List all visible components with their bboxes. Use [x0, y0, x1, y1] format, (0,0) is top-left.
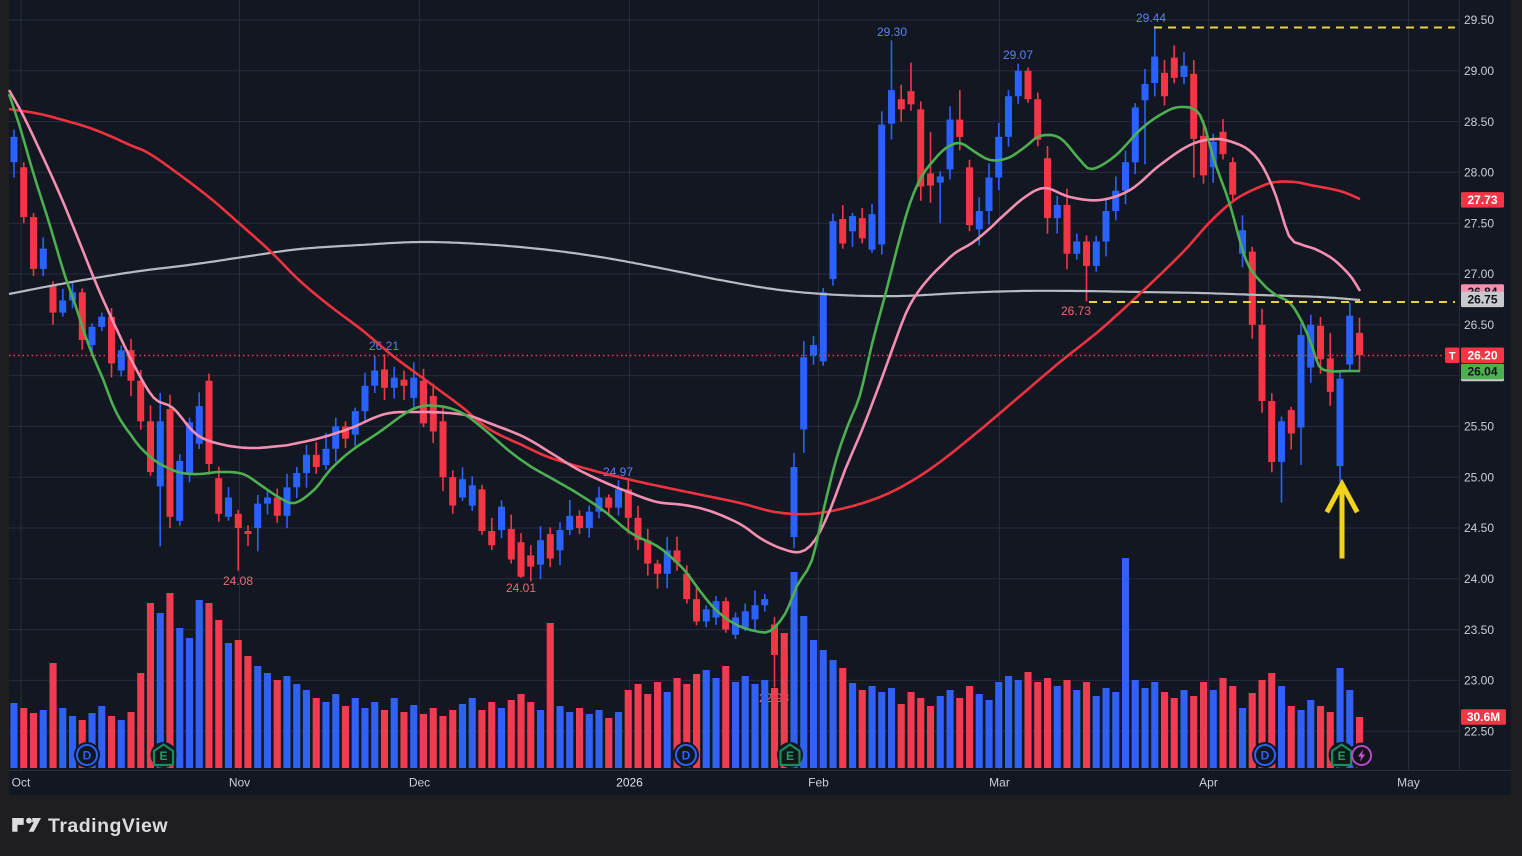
svg-text:23.50: 23.50	[1464, 623, 1494, 637]
svg-text:Nov: Nov	[229, 776, 250, 790]
svg-text:23.00: 23.00	[1464, 674, 1494, 688]
svg-text:Dec: Dec	[409, 776, 430, 790]
svg-text:30.6M: 30.6M	[1467, 710, 1500, 724]
svg-text:24.00: 24.00	[1464, 572, 1494, 586]
svg-text:Oct: Oct	[12, 776, 31, 790]
svg-text:29.30: 29.30	[877, 25, 907, 39]
svg-text:26.75: 26.75	[1467, 293, 1497, 307]
svg-text:27.73: 27.73	[1467, 193, 1497, 207]
svg-text:D: D	[1261, 749, 1270, 763]
svg-text:24.50: 24.50	[1464, 521, 1494, 535]
svg-text:D: D	[83, 749, 92, 763]
svg-text:Apr: Apr	[1199, 776, 1218, 790]
svg-text:24.08: 24.08	[223, 574, 253, 588]
svg-text:E: E	[159, 749, 167, 763]
svg-text:2026: 2026	[616, 776, 643, 790]
svg-text:29.50: 29.50	[1464, 13, 1494, 27]
svg-text:T: T	[1449, 351, 1456, 363]
svg-text:29.00: 29.00	[1464, 64, 1494, 78]
svg-text:27.00: 27.00	[1464, 267, 1494, 281]
svg-text:25.00: 25.00	[1464, 470, 1494, 484]
svg-text:29.07: 29.07	[1003, 48, 1033, 62]
svg-text:26.20: 26.20	[1467, 349, 1497, 363]
svg-text:27.50: 27.50	[1464, 216, 1494, 230]
svg-text:E: E	[786, 749, 794, 763]
svg-text:26.73: 26.73	[1061, 304, 1091, 318]
svg-text:29.44: 29.44	[1136, 11, 1166, 25]
svg-text:Mar: Mar	[989, 776, 1010, 790]
svg-text:26.04: 26.04	[1467, 365, 1497, 379]
svg-text:D: D	[682, 749, 691, 763]
svg-text:26.50: 26.50	[1464, 318, 1494, 332]
svg-text:22.50: 22.50	[1464, 724, 1494, 738]
svg-text:28.00: 28.00	[1464, 166, 1494, 180]
svg-text:E: E	[1338, 749, 1346, 763]
svg-text:Feb: Feb	[808, 776, 829, 790]
svg-text:May: May	[1397, 776, 1420, 790]
svg-text:25.50: 25.50	[1464, 420, 1494, 434]
svg-text:24.01: 24.01	[506, 581, 536, 595]
svg-text:TradingView: TradingView	[48, 815, 168, 837]
svg-text:28.50: 28.50	[1464, 115, 1494, 129]
